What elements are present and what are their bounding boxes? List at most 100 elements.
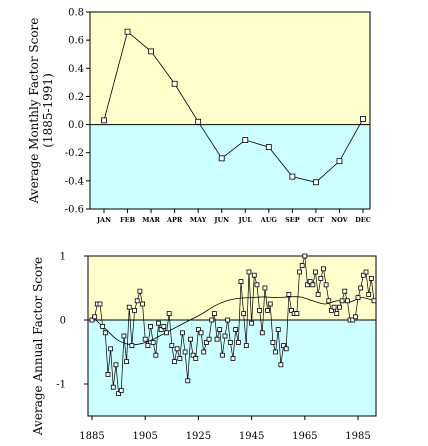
annual-data-point xyxy=(140,301,145,307)
annual-data-point xyxy=(344,298,350,304)
annual-data-point xyxy=(289,307,294,313)
annual-data-point xyxy=(227,339,233,345)
annual-data-point xyxy=(368,275,374,281)
annual-y-tick-label: 1 xyxy=(60,252,66,263)
annual-y-axis: 1 0 -1 xyxy=(56,252,88,391)
annual-series-points xyxy=(89,253,377,397)
annual-data-point xyxy=(100,323,106,329)
monthly-data-point xyxy=(313,179,319,186)
annual-data-point xyxy=(233,327,239,333)
annual-data-point xyxy=(305,282,310,288)
annual-data-point xyxy=(363,269,369,275)
annual-data-point xyxy=(243,343,249,349)
annual-data-point xyxy=(124,359,129,365)
annual-x-tick-label: 1965 xyxy=(292,431,317,442)
annual-data-point xyxy=(254,282,260,288)
annual-x-tick-label: 1985 xyxy=(345,431,370,442)
monthly-y-tick-label: 0.4 xyxy=(68,64,84,75)
monthly-y-tick-label: 0.6 xyxy=(68,36,84,47)
annual-data-point xyxy=(297,269,302,275)
monthly-y-tick-label: 0.2 xyxy=(68,92,84,103)
monthly-x-tick-label: FEB xyxy=(120,216,136,224)
annual-data-point xyxy=(323,282,329,288)
annual-data-point xyxy=(169,343,175,349)
annual-data-point xyxy=(201,349,207,355)
monthly-x-tick-label: JUL xyxy=(238,216,253,224)
monthly-data-point xyxy=(336,158,343,165)
annual-data-point xyxy=(238,279,244,285)
monthly-data-point xyxy=(124,28,131,35)
annual-data-point xyxy=(203,339,209,345)
annual-data-point xyxy=(360,272,366,278)
annual-x-tick-label: 1945 xyxy=(239,431,264,442)
annual-data-point xyxy=(265,307,270,313)
monthly-x-tick-label: MAR xyxy=(142,216,160,224)
monthly-x-tick-label: NOV xyxy=(331,216,348,224)
annual-data-point xyxy=(326,298,332,304)
annual-data-point xyxy=(358,285,364,291)
annual-data-point xyxy=(158,327,164,333)
annual-data-point xyxy=(214,336,220,342)
annual-data-point xyxy=(182,349,188,355)
annual-data-point xyxy=(286,291,292,297)
annual-data-point xyxy=(185,378,191,384)
annual-x-tick-label: 1885 xyxy=(79,431,104,442)
monthly-y-axis-title: Average Monthly Factor Score xyxy=(27,18,41,205)
annual-data-point xyxy=(126,304,132,310)
annual-data-point xyxy=(108,346,114,352)
annual-data-point xyxy=(222,333,228,339)
annual-data-point xyxy=(97,301,103,307)
annual-data-point xyxy=(235,339,241,345)
annual-data-point xyxy=(307,279,313,285)
monthly-x-tick-label: DEC xyxy=(355,216,371,224)
annual-trend-curve xyxy=(91,296,375,346)
annual-data-point xyxy=(278,362,284,368)
annual-data-point xyxy=(321,266,326,272)
monthly-x-tick-label: APR xyxy=(166,216,183,224)
annual-data-point xyxy=(355,295,361,301)
monthly-data-point xyxy=(195,118,202,125)
annual-data-point xyxy=(331,304,337,310)
annual-data-point xyxy=(134,298,140,304)
annual-data-point xyxy=(105,371,111,377)
monthly-x-axis: JAN FEB MAR APR MAY JUN JUL AUG SEP OCT NOV DEC xyxy=(96,209,371,224)
monthly-data-point xyxy=(242,137,249,143)
annual-data-point xyxy=(366,291,372,297)
monthly-y-axis-subtitle: (1885-1991) xyxy=(41,73,55,148)
annual-data-point xyxy=(153,352,159,358)
annual-data-point xyxy=(89,317,95,323)
annual-x-axis: 1885 1905 1925 1945 1965 1985 xyxy=(79,416,371,442)
monthly-plot-frame xyxy=(89,11,371,210)
annual-data-point xyxy=(190,352,196,358)
annual-data-point xyxy=(334,311,340,317)
annual-data-point xyxy=(156,320,161,326)
annual-data-point xyxy=(302,253,308,259)
monthly-y-axis: 0.8 0.6 0.4 0.2 0.0 -0.2 -0.4 -0.6 xyxy=(65,8,90,216)
annual-data-point xyxy=(219,352,225,358)
monthly-data-point xyxy=(265,144,272,150)
annual-factor-chart: 1 0 -1 1885 1905 1925 1945 1965 1985 Average An… xyxy=(31,252,377,442)
annual-data-point xyxy=(211,311,217,317)
monthly-y-tick-label: -0.4 xyxy=(65,176,84,187)
annual-data-point xyxy=(193,355,199,361)
annual-data-point xyxy=(129,343,135,349)
annual-data-point xyxy=(198,330,204,336)
annual-data-point xyxy=(318,275,324,281)
annual-data-point xyxy=(241,311,247,317)
monthly-x-tick-label: JAN xyxy=(96,216,111,224)
annual-data-point xyxy=(371,298,377,304)
annual-data-point xyxy=(315,291,321,297)
annual-data-point xyxy=(177,355,183,361)
annual-data-point xyxy=(267,301,273,307)
annual-x-tick-label: 1905 xyxy=(132,431,157,442)
annual-data-point xyxy=(142,336,148,342)
annual-data-point xyxy=(164,330,169,336)
monthly-x-tick-label: JUN xyxy=(213,216,229,224)
annual-negative-region xyxy=(88,320,376,416)
annual-data-point xyxy=(110,384,116,390)
annual-data-point xyxy=(329,307,334,313)
annual-data-point xyxy=(262,285,268,291)
annual-data-point xyxy=(174,346,180,352)
annual-data-point xyxy=(251,272,257,278)
